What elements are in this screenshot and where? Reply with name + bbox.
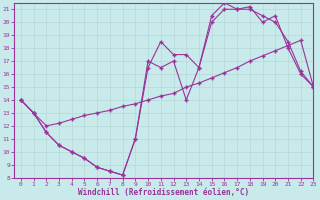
X-axis label: Windchill (Refroidissement éolien,°C): Windchill (Refroidissement éolien,°C) [78,188,250,197]
